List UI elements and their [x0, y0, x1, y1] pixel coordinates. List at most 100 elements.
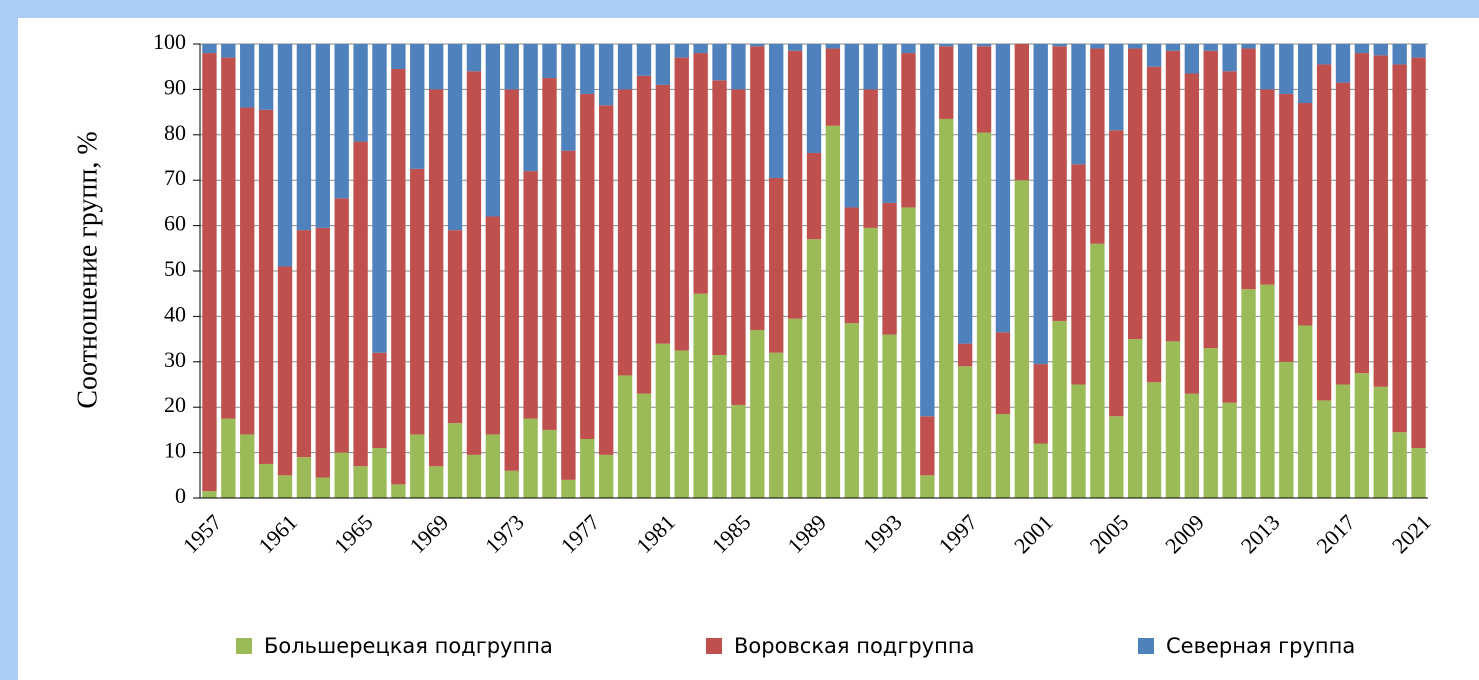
bar-segment [561, 44, 576, 151]
bar-segment [580, 44, 595, 94]
bar-segment [1071, 164, 1086, 385]
bar-segment [1260, 284, 1275, 498]
bar-segment [277, 475, 293, 498]
legend: Большерецкая подгруппа Воровская подгрупп… [236, 634, 1355, 658]
bar-segment [1392, 432, 1407, 498]
bar-segment [202, 491, 217, 498]
bar-segment [901, 207, 916, 498]
bar-segment [1184, 44, 1200, 74]
bar-segment [1165, 341, 1181, 498]
bar-segment [844, 323, 859, 498]
bar-segment [466, 454, 482, 498]
bar-segment [447, 44, 463, 231]
bar-segment [353, 44, 368, 142]
bar-segment [901, 44, 916, 54]
bar-segment [1260, 44, 1275, 90]
bar-segment [863, 227, 878, 498]
y-tick-label: 100 [153, 29, 186, 54]
bar-segment [920, 416, 935, 476]
bar-segment [258, 44, 274, 110]
bar-segment [277, 266, 293, 476]
bar-segment [221, 44, 236, 58]
bar-segment [976, 44, 992, 47]
bar-segment [617, 44, 633, 90]
bar-segment [334, 452, 349, 498]
bar-segment [1109, 130, 1124, 417]
bar-segment [655, 84, 671, 344]
bar-segment [1241, 48, 1256, 290]
bar-segment [523, 418, 538, 498]
bar-segment [1090, 243, 1105, 498]
bar-segment [353, 141, 368, 467]
bar-segment [957, 44, 973, 344]
bar-segment [315, 44, 330, 228]
y-tick-label: 80 [164, 120, 186, 145]
bar-segment [844, 44, 859, 208]
bar-segment [580, 93, 595, 439]
bar-segment [1316, 44, 1332, 65]
bar-segment [315, 227, 330, 478]
bar-segment [901, 53, 916, 208]
bar-segment [1109, 44, 1124, 131]
bar-segment [636, 75, 652, 394]
bar-segment [1298, 325, 1313, 498]
bar-segment [957, 343, 973, 367]
bar-segment [674, 44, 689, 58]
bar-segment [504, 89, 519, 471]
bar-segment [504, 44, 519, 90]
bar-segment [1316, 400, 1332, 498]
bar-segment [240, 107, 255, 435]
bar-segment [410, 168, 425, 435]
bar-segment [1335, 384, 1351, 498]
y-tick-label: 20 [164, 392, 186, 417]
bar-segment [1146, 66, 1162, 383]
y-tick-label: 50 [164, 256, 186, 281]
bar-segment [882, 44, 897, 203]
bar-segment [1335, 82, 1351, 385]
bar-segment [1165, 44, 1181, 51]
y-tick-label: 90 [164, 74, 186, 99]
bar-segment [1109, 416, 1124, 498]
y-tick-label: 60 [164, 211, 186, 236]
bar-segment [712, 354, 727, 498]
bar-segment [1316, 64, 1332, 401]
bar-segment [863, 44, 878, 90]
bar-segment [428, 466, 444, 498]
bar-segment [882, 202, 897, 335]
bar-segment [296, 230, 312, 458]
bar-segment [1335, 44, 1351, 83]
bar-segment [1071, 44, 1086, 165]
bar-segment [806, 44, 822, 153]
bar-segment [202, 44, 217, 54]
bar-segment [353, 466, 368, 498]
bar-segment [561, 479, 576, 498]
bar-segment [1411, 57, 1426, 449]
y-tick-label: 10 [164, 438, 186, 463]
bar-segment [655, 343, 671, 498]
bar-segment [995, 332, 1011, 415]
bar-segment [787, 50, 803, 319]
bar-segment [1052, 44, 1067, 47]
bar-segment [391, 44, 406, 69]
bar-segment [258, 109, 274, 464]
legend-label: Большерецкая подгруппа [264, 634, 553, 658]
y-tick-label: 40 [164, 301, 186, 326]
bar-segment [769, 44, 784, 178]
bar-segment [542, 429, 557, 498]
bar-segment [920, 44, 935, 417]
bar-segment [410, 44, 425, 169]
bar-segment [1354, 44, 1370, 54]
bar-segment [731, 44, 746, 90]
bar-segment [806, 239, 822, 498]
y-tick-label: 30 [164, 347, 186, 372]
bar-segment [1090, 44, 1105, 49]
bar-segment [1279, 93, 1294, 362]
bar-segment [1184, 73, 1200, 394]
bar-segment [466, 44, 482, 72]
bar-segment [372, 44, 387, 353]
bar-segment [1411, 448, 1426, 498]
bar-segment [1373, 386, 1388, 498]
bar-segment [939, 118, 954, 498]
legend-swatch [236, 638, 252, 654]
